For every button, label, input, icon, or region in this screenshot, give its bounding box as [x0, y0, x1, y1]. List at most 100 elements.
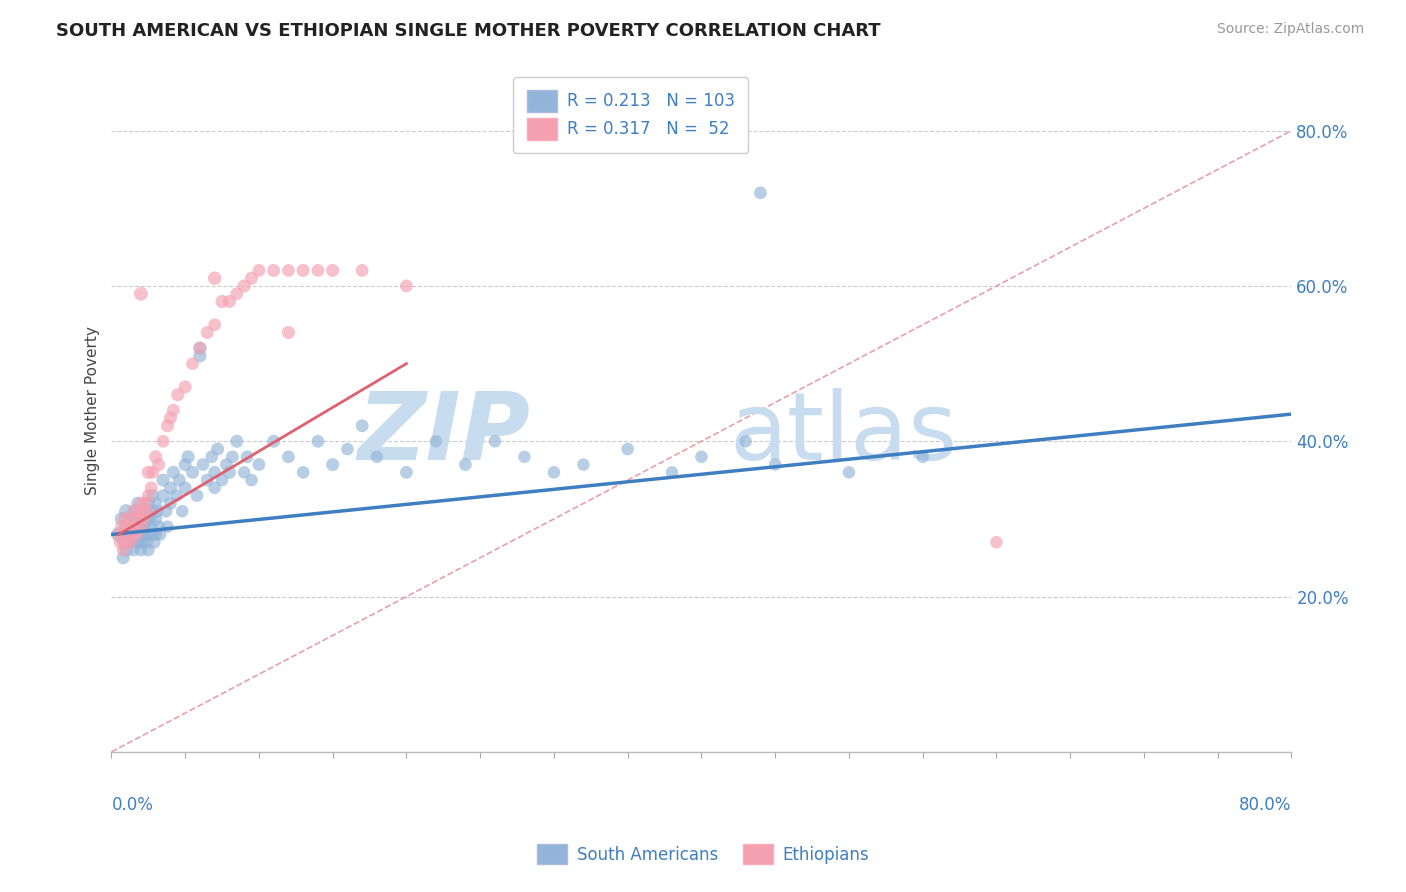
Point — [225, 286, 247, 301]
Text: Source: ZipAtlas.com: Source: ZipAtlas.com — [1216, 22, 1364, 37]
Point — [336, 442, 359, 456]
Legend: R = 0.213   N = 103, R = 0.317   N =  52: R = 0.213 N = 103, R = 0.317 N = 52 — [513, 77, 748, 153]
Point — [156, 418, 179, 433]
Point — [136, 527, 159, 541]
Point — [218, 294, 240, 309]
Point — [152, 473, 174, 487]
Point — [277, 263, 299, 277]
Point — [117, 527, 139, 541]
Point — [136, 543, 159, 558]
Point — [484, 434, 506, 449]
Point — [181, 357, 204, 371]
Point — [125, 535, 148, 549]
Point — [215, 458, 238, 472]
Point — [263, 263, 285, 277]
Point — [218, 466, 240, 480]
Point — [513, 450, 536, 464]
Point — [114, 535, 136, 549]
Point — [174, 481, 197, 495]
Point — [307, 263, 329, 277]
Text: 80.0%: 80.0% — [1239, 797, 1292, 814]
Point — [118, 512, 141, 526]
Point — [146, 504, 169, 518]
Point — [142, 466, 165, 480]
Point — [188, 341, 211, 355]
Point — [749, 186, 772, 200]
Point — [111, 519, 134, 533]
Point — [911, 450, 934, 464]
Point — [125, 512, 148, 526]
Point — [121, 519, 143, 533]
Point — [120, 535, 142, 549]
Point — [114, 512, 136, 526]
Point — [124, 504, 146, 518]
Point — [690, 450, 713, 464]
Point — [132, 527, 155, 541]
Point — [221, 450, 243, 464]
Point — [172, 504, 194, 518]
Point — [277, 450, 299, 464]
Point — [352, 418, 374, 433]
Point — [131, 504, 153, 518]
Point — [115, 519, 138, 533]
Point — [134, 519, 156, 533]
Point — [277, 326, 299, 340]
Point — [233, 279, 256, 293]
Point — [115, 543, 138, 558]
Point — [240, 271, 263, 285]
Point — [142, 489, 165, 503]
Point — [174, 458, 197, 472]
Point — [195, 326, 218, 340]
Point — [166, 387, 188, 401]
Point — [110, 535, 132, 549]
Point — [134, 504, 156, 518]
Point — [115, 535, 138, 549]
Point — [195, 473, 218, 487]
Point — [128, 504, 150, 518]
Point — [148, 519, 170, 533]
Point — [129, 504, 152, 518]
Point — [118, 527, 141, 541]
Point — [131, 535, 153, 549]
Point — [162, 403, 184, 417]
Point — [322, 263, 344, 277]
Point — [207, 442, 229, 456]
Point — [129, 543, 152, 558]
Point — [165, 489, 187, 503]
Point — [107, 527, 129, 541]
Point — [125, 527, 148, 541]
Text: SOUTH AMERICAN VS ETHIOPIAN SINGLE MOTHER POVERTY CORRELATION CHART: SOUTH AMERICAN VS ETHIOPIAN SINGLE MOTHE… — [56, 22, 882, 40]
Point — [139, 512, 162, 526]
Point — [181, 466, 204, 480]
Point — [115, 519, 138, 533]
Point — [191, 458, 214, 472]
Point — [174, 380, 197, 394]
Point — [142, 527, 165, 541]
Point — [135, 504, 157, 518]
Point — [159, 411, 181, 425]
Point — [131, 519, 153, 533]
Point — [107, 527, 129, 541]
Point — [661, 466, 683, 480]
Point — [425, 434, 447, 449]
Point — [352, 263, 374, 277]
Point — [141, 481, 163, 495]
Point — [167, 473, 190, 487]
Point — [159, 496, 181, 510]
Point — [124, 519, 146, 533]
Point — [247, 263, 270, 277]
Point — [454, 458, 477, 472]
Point — [156, 519, 179, 533]
Point — [572, 458, 595, 472]
Point — [395, 279, 418, 293]
Text: atlas: atlas — [728, 388, 957, 480]
Point — [122, 504, 145, 518]
Point — [141, 519, 163, 533]
Point — [162, 466, 184, 480]
Y-axis label: Single Mother Poverty: Single Mother Poverty — [86, 326, 100, 495]
Point — [129, 286, 152, 301]
Point — [201, 450, 224, 464]
Point — [134, 496, 156, 510]
Point — [152, 434, 174, 449]
Point — [124, 519, 146, 533]
